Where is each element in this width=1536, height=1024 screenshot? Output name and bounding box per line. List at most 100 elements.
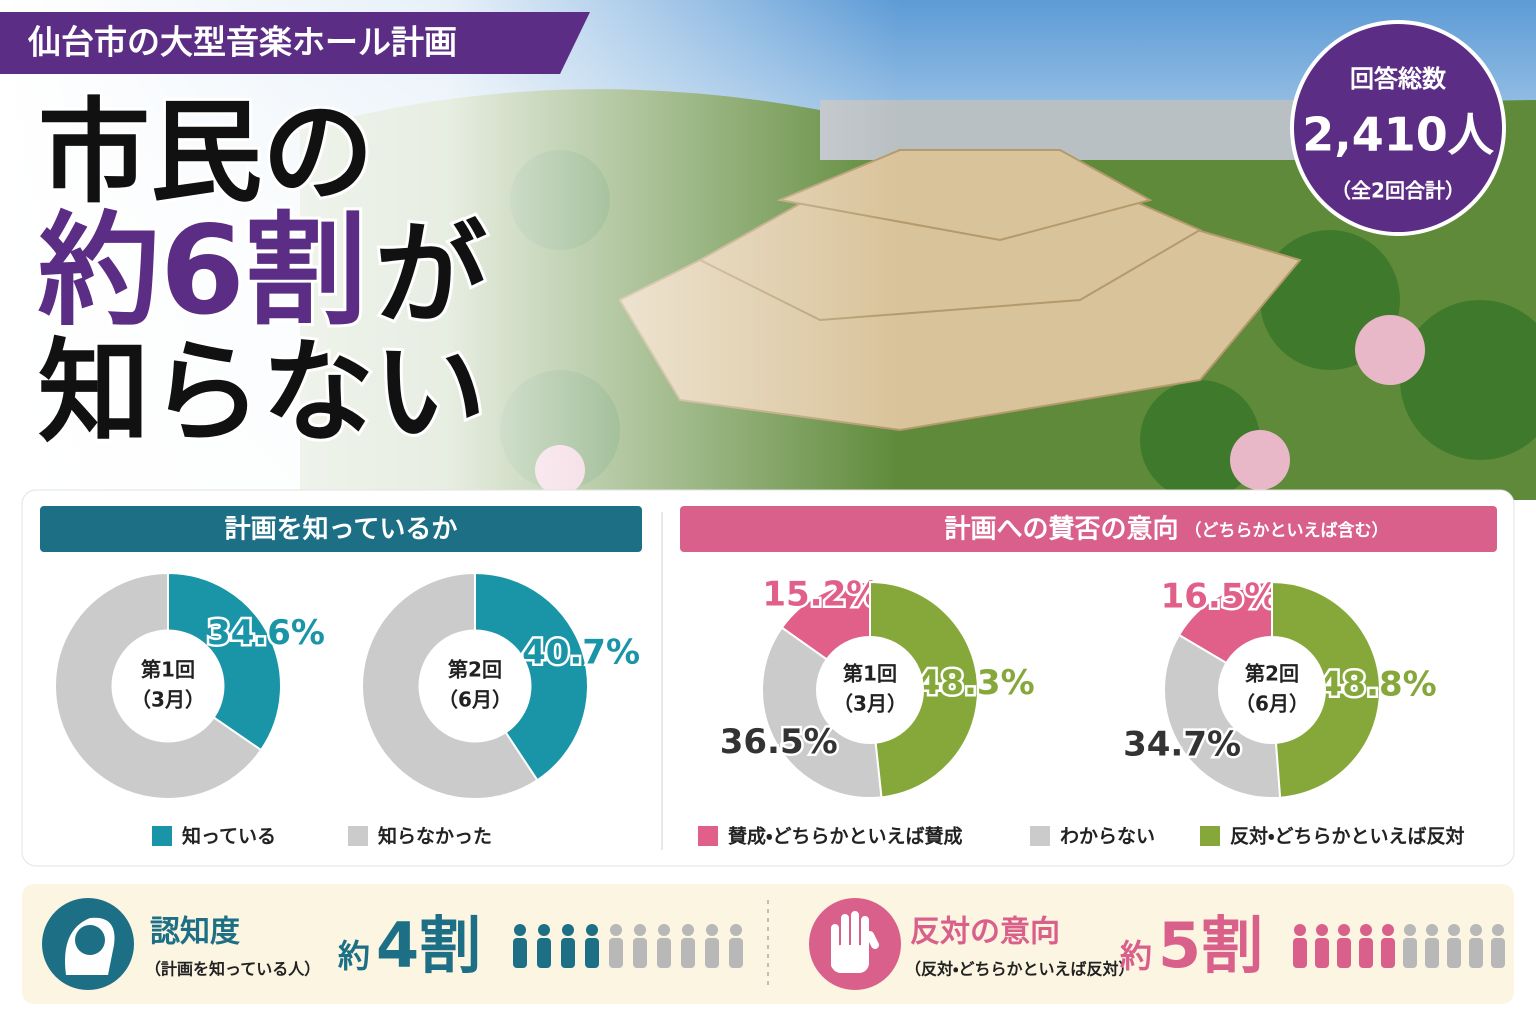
hand-fingers [831,911,879,969]
panel-title-bar [40,506,642,552]
legend-label: 知らなかった [378,825,492,848]
donut-center-period: （3月） [833,692,907,716]
headline-line2: が [375,210,487,340]
fade [0,0,900,500]
person-head [658,924,670,936]
legend-swatch [1030,826,1050,846]
tag-text: 仙台市の大型音楽ホール計画 [27,23,457,62]
legend-swatch [1200,826,1220,846]
person-body [585,938,599,968]
hand-palm [831,945,869,973]
person-body [657,938,671,968]
person-head [1316,924,1328,936]
donut-segment [167,571,282,752]
value-label: 48.8% [1319,665,1437,705]
person-head [562,924,574,936]
panel-subtitle: （どちらかといえば含む） [1185,520,1389,541]
donut-hole [816,636,924,744]
summary-title: 認知度 [150,915,240,950]
person-head [682,924,694,936]
headline-line1: 市民の [38,88,374,218]
person-head [1294,924,1306,936]
person-body [681,938,695,968]
value-label: 15.2% [762,574,880,614]
headline-highlight: 約6割 [38,200,367,342]
person-head [634,924,646,936]
value-label: 40.7% [522,633,640,673]
person-head [1360,924,1372,936]
person-head [1470,924,1482,936]
person-body [1403,938,1417,968]
donut-center-name: 第1回 [141,658,195,682]
legend-swatch [152,826,172,846]
legend-swatch [698,826,718,846]
person-head [1404,924,1416,936]
donut-center-name: 第1回 [843,662,897,686]
person-head [730,924,742,936]
person-body [1315,938,1329,968]
person-head [514,924,526,936]
legend-label: わからない [1060,826,1155,848]
person-body [705,938,719,968]
summary-note: （反対・どちらかといえば反対） [905,960,1134,979]
summary-figure: 4割 [376,909,481,982]
person-head [1492,924,1504,936]
donut-center-name: 第2回 [1245,662,1299,686]
headline-line3: 知らない [38,328,486,458]
person-body [513,938,527,968]
donut-center-period: （3月） [131,688,205,712]
badge-circle [1290,20,1506,236]
person-body [561,938,575,968]
person-body [1381,938,1395,968]
summary-prefix: 約 [338,937,370,975]
summary-figure: 5割 [1158,909,1263,982]
person-body [1359,938,1373,968]
person-body [633,938,647,968]
person-body [537,938,551,968]
person-head [610,924,622,936]
legend-label: 反対・どちらかといえば反対 [1230,825,1464,848]
tag-banner [0,12,590,74]
summary-title: 反対の意向 [910,915,1060,950]
person-body [1491,938,1505,968]
donut-hole [418,629,532,743]
summary-panel [22,884,1514,1004]
legend-swatch [348,826,368,846]
donut-center-period: （6月） [1235,692,1309,716]
person-body [1425,938,1439,968]
badge-note: （全2回合計） [1331,179,1465,203]
question-bubble [75,925,105,955]
legend-label: 知っている [182,825,276,848]
person-body [609,938,623,968]
panel-title: 計画への賛否の意向 [944,514,1178,545]
donut-center-period: （6月） [438,688,512,712]
badge-total: 2,410人 [1302,108,1495,162]
person-body [1293,938,1307,968]
donut-hole [111,629,225,743]
person-head [706,924,718,936]
panel-title-bar [680,506,1497,552]
person-head [1448,924,1460,936]
value-label: 48.3% [917,663,1035,703]
donut-center-name: 第2回 [448,658,502,682]
person-body [729,938,743,968]
legend-label: 賛成・どちらかといえば賛成 [728,825,962,848]
person-head [1338,924,1350,936]
person-head [1382,924,1394,936]
value-label: 16.5% [1161,577,1279,617]
value-label: 36.5% [720,722,838,762]
donut-segment [1163,633,1282,799]
panel-title: 計画を知っているか [225,515,458,545]
summary-prefix: 約 [1120,937,1152,975]
person-body [1447,938,1461,968]
person-body [1469,938,1483,968]
summary-note: （計画を知っている人） [145,960,320,979]
person-head [538,924,550,936]
person-body [1337,938,1351,968]
person-head [1426,924,1438,936]
donut-hole [1218,636,1326,744]
value-label: 34.7% [1123,724,1241,764]
badge-title: 回答総数 [1350,65,1447,93]
